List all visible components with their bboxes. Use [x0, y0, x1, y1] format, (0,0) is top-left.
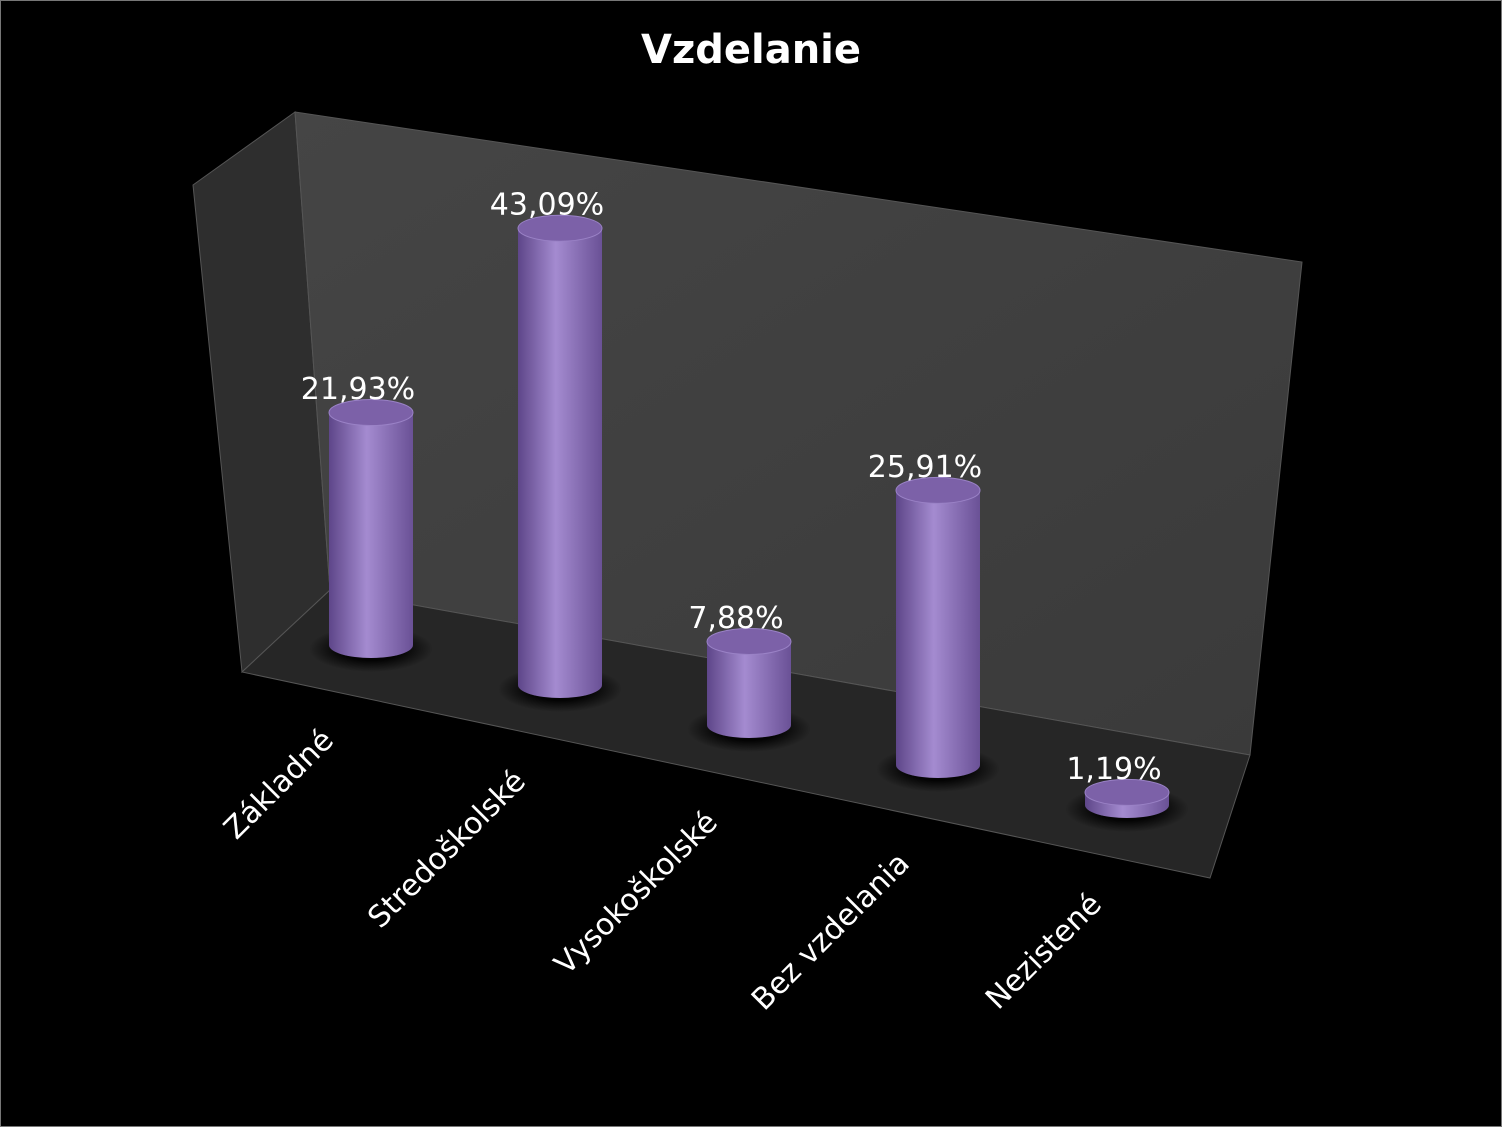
bar [329, 412, 413, 658]
bar-top [895, 476, 981, 504]
bar [896, 490, 980, 778]
data-label: 1,19% [1066, 752, 1161, 787]
data-label: 25,91% [868, 450, 982, 485]
bar-top [328, 399, 414, 427]
bar-top [517, 214, 603, 242]
data-label: 7,88% [688, 601, 783, 636]
bar-top [1084, 778, 1170, 806]
data-label: 21,93% [301, 372, 415, 407]
bar [518, 228, 602, 698]
bar [707, 641, 791, 738]
data-label: 43,09% [490, 188, 604, 223]
chart-title: Vzdelanie [641, 27, 861, 73]
bar-top [706, 627, 792, 655]
